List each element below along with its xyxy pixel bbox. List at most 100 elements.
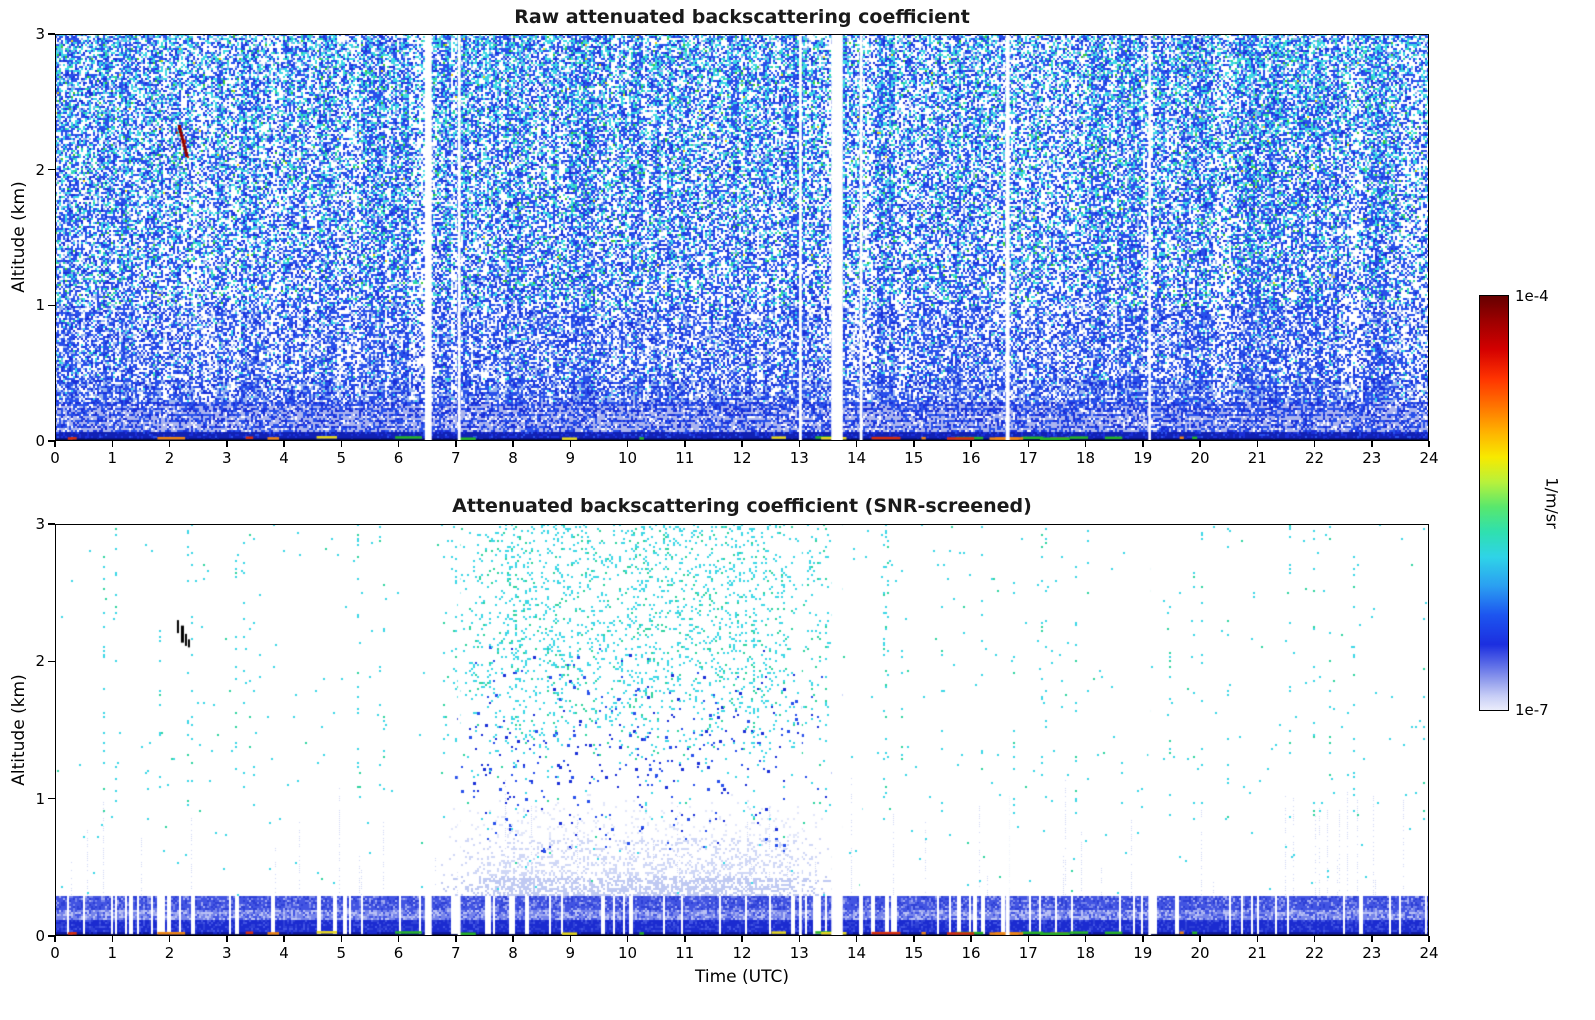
x-tick-label: 7 xyxy=(450,449,461,467)
x-tick xyxy=(1084,441,1087,447)
x-tick xyxy=(512,441,514,447)
y-tick-label: 2 xyxy=(35,652,45,671)
x-axis-label: Time (UTC) xyxy=(695,967,789,987)
x-tick xyxy=(111,936,113,942)
x-tick xyxy=(111,441,113,447)
x-tick-label: 16 xyxy=(961,449,981,467)
x-tick xyxy=(1027,936,1029,942)
x-tick xyxy=(168,936,171,942)
y-tick xyxy=(48,33,55,35)
x-tick xyxy=(340,936,342,942)
y-tick-label: 1 xyxy=(35,296,45,315)
x-tick xyxy=(226,441,228,447)
x-tick-label: 17 xyxy=(1018,944,1038,962)
x-tick xyxy=(1428,936,1430,942)
x-tick-label: 10 xyxy=(617,449,638,467)
x-tick-label: 17 xyxy=(1018,449,1038,467)
x-tick-label: 4 xyxy=(279,449,289,467)
x-tick xyxy=(569,936,571,942)
x-tick-label: 5 xyxy=(336,449,347,467)
raw-panel-title: Raw attenuated backscattering coefficien… xyxy=(514,6,970,28)
screened-panel-title: Attenuated backscattering coefficient (S… xyxy=(452,495,1032,517)
colorbar-max-label: 1e-4 xyxy=(1515,287,1549,305)
colorbar-min-label: 1e-7 xyxy=(1515,701,1549,719)
x-tick-label: 23 xyxy=(1362,944,1382,962)
x-tick xyxy=(1084,936,1087,942)
x-tick xyxy=(741,441,743,447)
x-tick-label: 11 xyxy=(675,449,695,467)
colorbar-canvas xyxy=(1479,295,1509,711)
x-tick xyxy=(1199,441,1201,447)
x-tick xyxy=(1313,441,1316,447)
y-tick xyxy=(48,523,55,525)
x-tick-label: 7 xyxy=(450,944,461,962)
y-tick-label: 0 xyxy=(35,927,45,945)
x-tick xyxy=(855,441,858,447)
x-tick-label: 9 xyxy=(565,449,576,467)
x-tick-label: 19 xyxy=(1133,944,1153,962)
x-tick-label: 3 xyxy=(221,449,232,467)
x-tick-label: 10 xyxy=(617,944,638,962)
x-tick-label: 6 xyxy=(393,449,404,467)
x-tick-label: 15 xyxy=(904,944,924,962)
x-tick xyxy=(1027,441,1029,447)
y-tick xyxy=(48,935,55,937)
x-tick-label: 21 xyxy=(1247,449,1267,467)
x-tick xyxy=(1256,936,1258,942)
x-tick-label: 24 xyxy=(1419,944,1439,962)
x-tick-label: 0 xyxy=(50,449,60,467)
x-tick-label: 23 xyxy=(1362,449,1382,467)
x-tick xyxy=(684,441,686,447)
x-tick-label: 9 xyxy=(565,944,576,962)
raw-y-axis-label: Altitude (km) xyxy=(9,181,29,293)
x-tick-label: 3 xyxy=(221,944,232,962)
x-tick-label: 12 xyxy=(732,944,752,962)
x-tick xyxy=(226,936,228,942)
x-tick xyxy=(455,936,457,942)
x-tick xyxy=(741,936,743,942)
x-tick-label: 13 xyxy=(789,449,809,467)
x-tick xyxy=(1313,936,1316,942)
x-tick xyxy=(397,441,400,447)
colorbar-unit-label: 1/m/sr xyxy=(1542,477,1562,529)
x-tick xyxy=(455,441,457,447)
y-tick-label: 1 xyxy=(35,789,45,808)
raw-heatmap-canvas xyxy=(55,34,1429,441)
y-tick xyxy=(48,168,55,171)
x-tick xyxy=(1428,441,1430,447)
x-tick-label: 8 xyxy=(508,944,518,962)
y-tick xyxy=(48,797,55,800)
x-tick-label: 24 xyxy=(1419,449,1439,467)
x-tick xyxy=(283,441,285,447)
x-tick xyxy=(684,936,686,942)
x-tick xyxy=(512,936,514,942)
x-tick-label: 14 xyxy=(846,944,867,962)
x-tick xyxy=(1371,441,1373,447)
x-tick xyxy=(626,441,629,447)
x-tick xyxy=(970,441,972,447)
y-tick-label: 3 xyxy=(35,25,45,43)
x-tick xyxy=(913,441,915,447)
x-tick xyxy=(855,936,858,942)
x-tick-label: 2 xyxy=(164,944,175,962)
x-tick-label: 8 xyxy=(508,449,518,467)
x-tick-label: 5 xyxy=(336,944,347,962)
x-tick xyxy=(798,936,800,942)
x-tick xyxy=(1371,936,1373,942)
x-tick-label: 13 xyxy=(789,944,809,962)
x-tick-label: 22 xyxy=(1304,944,1325,962)
x-tick-label: 22 xyxy=(1304,449,1325,467)
screened-y-axis-label: Altitude (km) xyxy=(9,674,29,786)
x-tick xyxy=(970,936,972,942)
y-tick-label: 2 xyxy=(35,160,45,179)
x-tick-label: 20 xyxy=(1190,449,1210,467)
y-tick-label: 0 xyxy=(35,432,45,450)
y-tick xyxy=(48,660,55,663)
x-tick xyxy=(569,441,571,447)
y-tick xyxy=(48,304,55,307)
x-tick-label: 18 xyxy=(1075,944,1096,962)
x-tick-label: 2 xyxy=(164,449,175,467)
x-tick xyxy=(340,441,342,447)
x-tick xyxy=(397,936,400,942)
